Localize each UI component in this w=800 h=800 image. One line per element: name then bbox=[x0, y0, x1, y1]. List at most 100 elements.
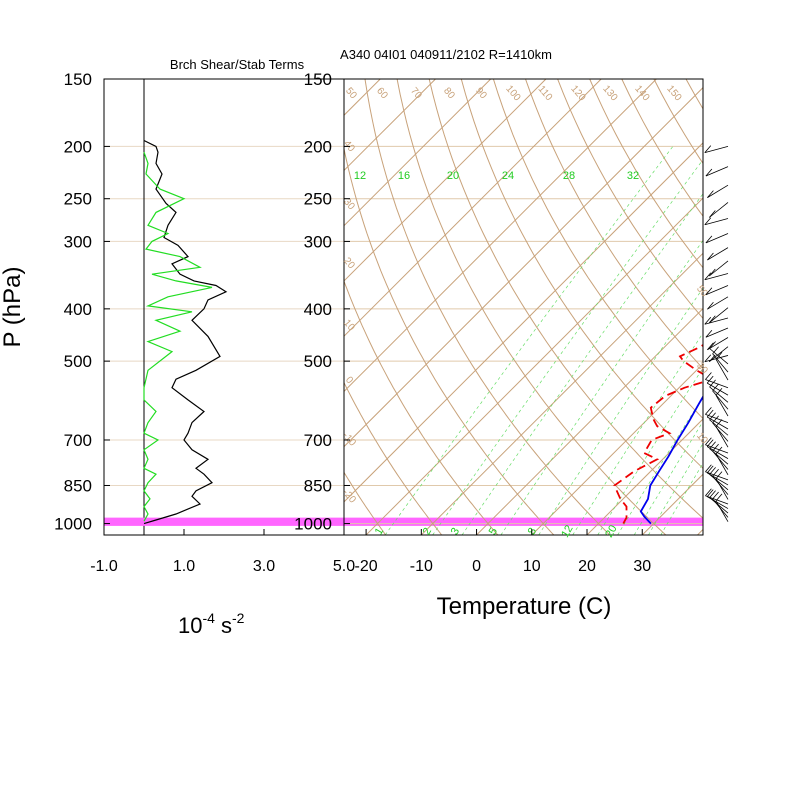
adiabat-right-label-0: 50 bbox=[694, 284, 710, 300]
adiabat-top-label-7: 80 bbox=[441, 86, 457, 102]
wind-barb-flag-25 bbox=[705, 407, 712, 415]
left-xtick-label-2: 3.0 bbox=[253, 558, 275, 575]
left-xtick-label-1: 1.0 bbox=[173, 558, 195, 575]
wind-barb-flag-37 bbox=[709, 467, 716, 475]
dry-adiabat-150 bbox=[782, 79, 800, 535]
wind-barb-flag-22 bbox=[709, 379, 716, 388]
wind-barb-flag-3 bbox=[708, 210, 716, 218]
wind-barb-flag-44 bbox=[715, 493, 723, 502]
wind-barb-flag-28 bbox=[712, 415, 719, 424]
left-surface-band bbox=[104, 517, 344, 526]
left-ytick-label-8: 1000 bbox=[54, 515, 92, 534]
wind-barb-flag-34 bbox=[715, 446, 723, 455]
wind-barb-staff-11 bbox=[709, 307, 729, 324]
wind-barb-flag-16 bbox=[704, 354, 712, 362]
adiabat-top-label-3: 120 bbox=[568, 83, 587, 103]
dry-adiabat-80 bbox=[557, 79, 703, 320]
isotherm--10 bbox=[420, 252, 703, 535]
wind-barb-flag-32 bbox=[709, 441, 716, 449]
wind-barb-flag-9 bbox=[705, 287, 713, 296]
dry-adiabat-110 bbox=[653, 79, 703, 165]
wind-barb-flag-6 bbox=[707, 252, 714, 261]
wind-barb-flag-36 bbox=[706, 465, 714, 474]
wind-barb-flag-27 bbox=[709, 412, 716, 421]
adiabat-top-label-2: 130 bbox=[600, 83, 619, 103]
left-panel-series bbox=[143, 139, 228, 525]
mixing-top-label-0: 12 bbox=[354, 170, 366, 182]
isotherm-50 bbox=[753, 79, 800, 535]
mixing-bottom-label-1: 2 bbox=[421, 526, 434, 537]
wind-barb-flag-12 bbox=[704, 316, 712, 325]
wind-barb-flag-5 bbox=[705, 235, 713, 244]
temp-tick-label-5: 30 bbox=[633, 558, 651, 575]
mixing-top-label-3: 24 bbox=[502, 170, 514, 182]
skewt-series-line-1 bbox=[613, 343, 703, 525]
dry-adiabat-40 bbox=[428, 79, 703, 519]
temp-tick-label-2: 0 bbox=[472, 558, 481, 575]
adiabat-left-label-4: 0 bbox=[343, 375, 355, 387]
isotherm--110 bbox=[0, 79, 325, 535]
skew-ytick-label-7: 850 bbox=[304, 476, 332, 495]
wind-barb-flag-20 bbox=[705, 372, 712, 380]
wind-barb-staff-23 bbox=[712, 390, 729, 410]
skewt-title: A340 04I01 040911/2102 R=1410km bbox=[340, 47, 552, 62]
dry-adiabat-0 bbox=[344, 279, 499, 535]
skew-ytick-label-1: 200 bbox=[304, 137, 332, 156]
adiabat-top-label-5: 100 bbox=[503, 83, 522, 103]
mixing-ratio-8 bbox=[538, 287, 703, 535]
shear-stab-panel: Brch Shear/Stab Terms -1.0 1.0 3.0 5.0 150 2… bbox=[0, 57, 355, 638]
adiabat-top-label-0: 150 bbox=[664, 83, 683, 103]
dry-adiabat-50 bbox=[460, 79, 703, 469]
mixing-bottom-label-2: 3 bbox=[449, 526, 462, 537]
left-ytick-label-4: 400 bbox=[64, 300, 92, 319]
isotherm--70 bbox=[344, 79, 547, 282]
isotherm--40 bbox=[344, 86, 703, 448]
isotherm--20 bbox=[365, 197, 703, 535]
mixing-bottom-label-0: 1 bbox=[373, 526, 386, 537]
wind-barb-flag-40 bbox=[705, 488, 712, 497]
mixing-bottom-label-3: 5 bbox=[487, 526, 500, 537]
dry-adiabat-10 bbox=[344, 146, 555, 535]
left-xtick-label-0: -1.0 bbox=[90, 558, 118, 575]
units-base: 10 bbox=[178, 613, 202, 638]
mixing-top-label-2: 20 bbox=[447, 170, 459, 182]
mixing-ratio-labels: 12 16 20 24 28 321 2 3 5 8 12 20 bbox=[354, 170, 639, 540]
left-panel-gridlines bbox=[104, 79, 344, 535]
wind-barb-staff-34 bbox=[715, 453, 729, 475]
wind-barb-flag-19 bbox=[715, 352, 723, 360]
dry-adiabat--10 bbox=[344, 381, 443, 535]
wind-barb-staff-1 bbox=[705, 166, 729, 177]
wind-barb-staff-18 bbox=[712, 353, 729, 373]
wind-barb-flag-14 bbox=[707, 342, 714, 351]
left-ytick-label-7: 850 bbox=[64, 476, 92, 495]
skew-ytick-label-8: 1000 bbox=[294, 515, 332, 534]
wind-barb-flag-18 bbox=[712, 346, 719, 354]
isotherm-30 bbox=[641, 473, 703, 535]
left-x-ticks: -1.0 1.0 3.0 5.0 bbox=[90, 529, 355, 575]
mixing-ratio-12 bbox=[572, 332, 703, 535]
isotherm-lines bbox=[0, 79, 800, 535]
wind-barb-staff-7 bbox=[709, 260, 729, 277]
units-label: 10-4 s-2 bbox=[178, 610, 245, 638]
temp-tick-label-0: -20 bbox=[355, 558, 378, 575]
skew-ytick-label-3: 300 bbox=[304, 232, 332, 251]
left-y-ticks: 150 200 250 300 400 500 700 850 1000 bbox=[54, 70, 110, 534]
adiabat-top-label-8: 70 bbox=[408, 86, 424, 102]
skew-ytick-label-5: 500 bbox=[304, 352, 332, 371]
left-ytick-label-2: 250 bbox=[64, 190, 92, 209]
dry-adiabat-60 bbox=[492, 79, 703, 420]
wind-barb-flag-2 bbox=[707, 190, 714, 198]
temperature-axis-label: Temperature (C) bbox=[437, 593, 612, 620]
wind-barb-flag-38 bbox=[712, 469, 719, 477]
wind-barb-staff-5 bbox=[705, 233, 729, 244]
wind-barb-staff-33 bbox=[712, 450, 729, 470]
skew-ytick-label-6: 700 bbox=[304, 431, 332, 450]
wind-barb-flag-35 bbox=[705, 464, 712, 472]
left-ytick-label-6: 700 bbox=[64, 431, 92, 450]
skew-ytick-label-2: 250 bbox=[304, 190, 332, 209]
wind-barb-staff-19 bbox=[715, 359, 729, 381]
skewt-series bbox=[613, 343, 703, 525]
dry-adiabat-30 bbox=[396, 79, 667, 535]
units-exp1: -4 bbox=[202, 610, 215, 626]
